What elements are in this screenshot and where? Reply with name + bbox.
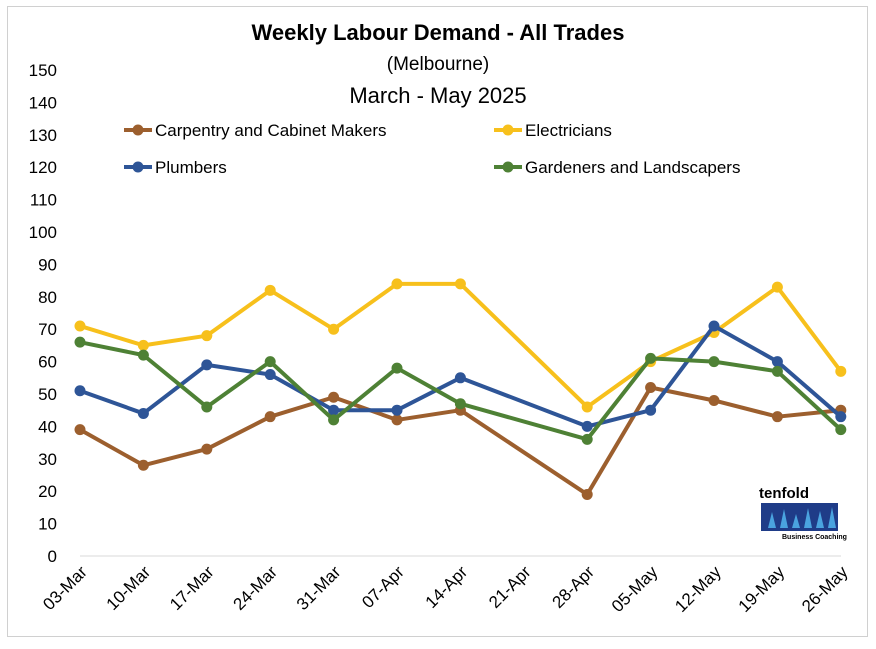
data-point	[645, 404, 657, 416]
x-tick-label: 31-Mar	[293, 562, 345, 614]
data-point	[328, 323, 340, 335]
data-point	[201, 401, 213, 413]
y-tick-label: 120	[29, 158, 57, 177]
logo-tagline: Business Coaching	[782, 534, 847, 541]
y-axis: 0 10 20 30 40 50 60 70 80 90 100 110 120 130 140 150	[29, 61, 57, 566]
data-point	[581, 401, 593, 413]
y-tick-label: 130	[29, 126, 57, 145]
y-tick-label: 90	[38, 255, 57, 274]
data-point	[137, 339, 149, 351]
series-line	[79, 385, 842, 497]
x-tick-label: 28-Apr	[549, 562, 599, 612]
legend-label: Electricians	[525, 121, 612, 140]
legend: Carpentry and Cabinet Makers Electricians…	[124, 121, 740, 177]
y-tick-label: 10	[38, 515, 57, 534]
data-point	[391, 362, 403, 374]
y-tick-label: 70	[38, 320, 57, 339]
x-tick-label: 17-Mar	[166, 562, 218, 614]
data-point	[771, 411, 783, 423]
data-point	[74, 320, 86, 332]
x-tick-label: 26-May	[798, 562, 852, 616]
series-line	[79, 281, 843, 409]
data-point	[708, 356, 720, 368]
x-axis: 03-Mar 10-Mar 17-Mar 24-Mar 31-Mar 07-Apr 14-A…	[39, 562, 852, 616]
data-point	[835, 411, 847, 423]
y-tick-label: 20	[38, 482, 57, 501]
data-point	[391, 278, 403, 290]
y-tick-label: 100	[29, 223, 57, 242]
data-point	[137, 407, 149, 419]
data-point	[74, 336, 86, 348]
y-tick-label: 80	[38, 288, 57, 307]
logo-arrows	[768, 507, 836, 528]
data-point	[771, 365, 783, 377]
data-point	[454, 278, 466, 290]
data-point	[581, 433, 593, 445]
data-point	[201, 359, 213, 371]
data-point	[645, 352, 657, 364]
legend-swatch-marker	[132, 124, 144, 136]
data-point	[137, 349, 149, 361]
x-tick-label: 24-Mar	[230, 562, 282, 614]
x-tick-label: 05-May	[608, 562, 662, 616]
x-tick-label: 10-Mar	[103, 562, 155, 614]
x-tick-label: 07-Apr	[358, 562, 408, 612]
series-lines	[74, 278, 847, 500]
legend-label: Carpentry and Cabinet Makers	[155, 121, 387, 140]
x-tick-label: 12-May	[671, 562, 725, 616]
y-tick-label: 30	[38, 450, 57, 469]
data-point	[328, 404, 340, 416]
data-point	[264, 411, 276, 423]
chart-subtitle: (Melbourne)	[387, 54, 489, 75]
data-point	[581, 420, 593, 432]
x-tick-label: 14-Apr	[422, 562, 472, 612]
data-point	[328, 414, 340, 426]
data-point	[835, 424, 847, 436]
data-point	[264, 369, 276, 381]
data-point	[201, 443, 213, 455]
y-tick-label: 40	[38, 417, 57, 436]
x-tick-label: 03-Mar	[39, 562, 91, 614]
chart-subtitle-2: March - May 2025	[349, 83, 526, 108]
y-tick-label: 110	[30, 191, 57, 210]
legend-swatch-marker	[132, 161, 144, 173]
series-line	[79, 323, 843, 429]
data-point	[708, 320, 720, 332]
y-tick-label: 0	[48, 547, 57, 566]
data-point	[391, 414, 403, 426]
data-point	[581, 488, 593, 500]
data-point	[264, 284, 276, 296]
data-point	[454, 372, 466, 384]
chart-title: Weekly Labour Demand - All Trades	[252, 20, 625, 45]
data-point	[771, 281, 783, 293]
data-point	[74, 424, 86, 436]
y-tick-label: 60	[38, 353, 57, 372]
legend-label: Plumbers	[155, 158, 227, 177]
data-point	[201, 330, 213, 342]
data-point	[391, 404, 403, 416]
data-point	[708, 394, 720, 406]
chart-frame	[7, 6, 868, 637]
data-point	[771, 356, 783, 368]
y-tick-label: 50	[38, 385, 57, 404]
x-tick-label: 19-May	[735, 562, 789, 616]
legend-label: Gardeners and Landscapers	[525, 158, 740, 177]
data-point	[74, 385, 86, 397]
tenfold-logo: tenfold Business Coaching	[759, 485, 847, 541]
data-point	[645, 382, 657, 394]
data-point	[454, 398, 466, 410]
data-point	[137, 459, 149, 471]
data-point	[835, 365, 847, 377]
series-line	[79, 340, 843, 442]
logo-text: tenfold	[759, 485, 809, 502]
x-tick-label: 21-Apr	[485, 562, 535, 612]
data-point	[328, 391, 340, 403]
legend-swatch-marker	[502, 161, 514, 173]
data-point	[264, 356, 276, 368]
y-tick-label: 150	[29, 61, 57, 80]
legend-swatch-marker	[502, 124, 514, 136]
y-tick-label: 140	[29, 93, 57, 112]
